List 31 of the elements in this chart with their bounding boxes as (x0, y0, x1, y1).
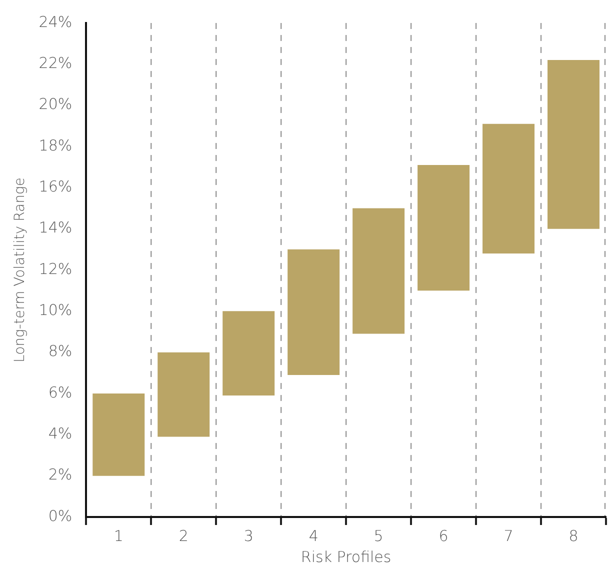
y-axis-title: Long-term Volatility Range (12, 178, 28, 362)
bar (418, 165, 470, 291)
y-tick-label: 16% (38, 178, 72, 196)
y-tick-label: 2% (48, 466, 72, 484)
y-tick-label: 20% (38, 95, 72, 114)
y-tick-label: 18% (38, 136, 72, 154)
x-tick-label: 6 (438, 526, 448, 545)
bar (548, 60, 600, 229)
x-tick-label: 5 (374, 526, 384, 545)
y-tick-label: 10% (38, 301, 72, 320)
bar (482, 124, 535, 254)
bar (158, 352, 210, 437)
y-tick-label: 4% (48, 424, 72, 443)
y-tick-label: 12% (38, 260, 72, 278)
bar (92, 394, 145, 476)
x-tick-label: 2 (178, 526, 188, 545)
x-tick-label: 8 (568, 526, 578, 545)
y-tick-label: 22% (38, 54, 72, 72)
y-tick-label: 6% (48, 383, 72, 402)
x-tick-label: 3 (244, 526, 254, 545)
y-tick-label: 24% (38, 12, 72, 31)
y-tick-label: 8% (48, 342, 72, 360)
bar (352, 208, 405, 334)
y-tick-label: 0% (48, 506, 72, 525)
x-tick-label: 4 (308, 526, 318, 545)
x-tick-label: 1 (114, 526, 124, 545)
y-tick-label: 14% (38, 218, 72, 237)
bar (288, 249, 340, 375)
bar (222, 311, 275, 396)
x-axis-title: Risk Profiles (300, 548, 392, 566)
x-tick-label: 7 (504, 526, 514, 545)
